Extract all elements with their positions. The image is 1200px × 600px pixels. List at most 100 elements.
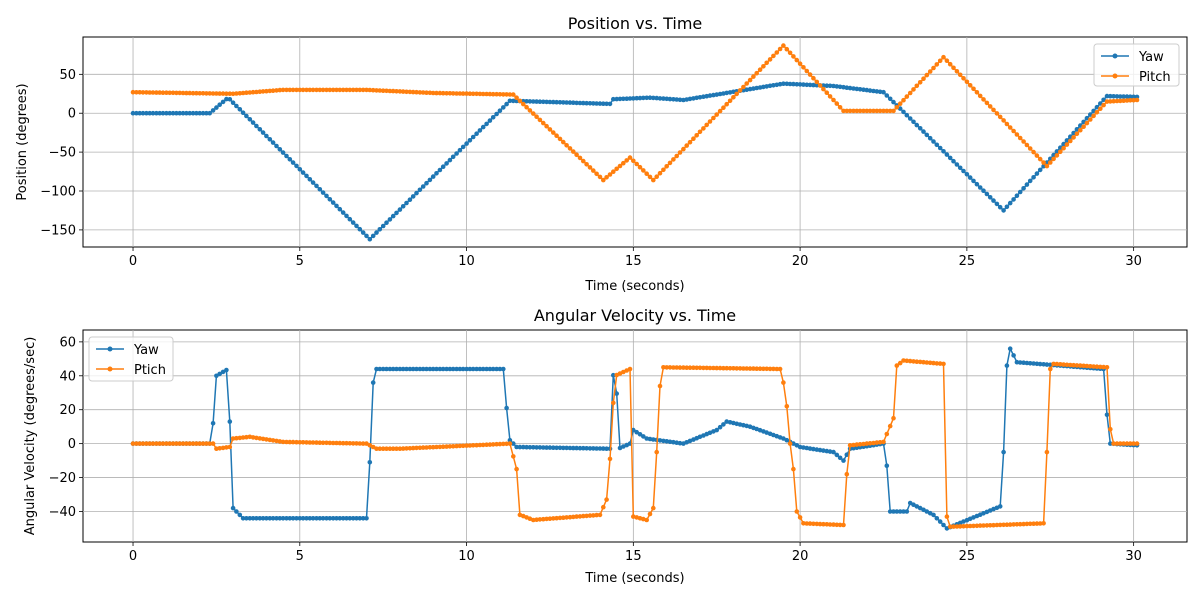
velocity-ptich-point xyxy=(584,513,589,519)
position-yaw-point xyxy=(937,145,943,151)
position-yaw-point xyxy=(1048,156,1053,162)
velocity-ptich-point xyxy=(681,365,686,370)
position-yaw-point xyxy=(601,101,606,106)
position-pitch-point xyxy=(901,97,906,103)
position-pitch-point xyxy=(1078,127,1083,133)
position-yaw-point xyxy=(961,168,966,174)
position-pitch-point xyxy=(614,166,619,172)
position-yaw-point xyxy=(247,117,253,122)
position-pitch-point xyxy=(210,91,216,96)
velocity-ptich-point xyxy=(1068,362,1073,368)
position-yaw-point xyxy=(200,110,206,116)
position-y-axis-label: Position (degrees) xyxy=(15,83,30,200)
velocity-ptich-point xyxy=(657,383,663,389)
velocity-ptich-point xyxy=(1044,449,1050,455)
position-yaw-point xyxy=(217,102,222,107)
position-yaw-point xyxy=(787,81,793,87)
position-pitch-point xyxy=(584,162,589,167)
velocity-yaw-point xyxy=(487,366,493,372)
velocity-yaw-point xyxy=(240,516,246,521)
velocity-gridlines xyxy=(83,330,1187,542)
position-pitch-point xyxy=(804,68,810,74)
velocity-yaw-point xyxy=(547,445,553,450)
position-pitch-point xyxy=(1034,153,1040,158)
velocity-yaw-point xyxy=(937,519,943,524)
velocity-ptich-point xyxy=(504,441,509,447)
velocity-yaw-point xyxy=(557,445,563,451)
velocity-ptich-point xyxy=(734,366,739,371)
position-yaw-point xyxy=(837,84,843,90)
position-yaw-point xyxy=(454,151,459,156)
position-pitch-point xyxy=(657,170,663,176)
position-yaw-point xyxy=(677,97,683,103)
velocity-ptich-point xyxy=(501,441,506,447)
position-series-pitch xyxy=(130,43,1140,183)
position-pitch-point xyxy=(327,87,333,93)
velocity-yaw-point xyxy=(257,516,263,521)
position-yaw-point xyxy=(470,134,476,140)
position-pitch-point xyxy=(567,146,573,151)
position-pitch-point xyxy=(1007,125,1013,130)
position-legend-pitch-marker xyxy=(1112,73,1118,79)
velocity-y-tick-label: 20 xyxy=(59,403,76,418)
velocity-ptich-point xyxy=(427,445,433,450)
position-pitch-point xyxy=(1048,160,1053,165)
position-pitch-point xyxy=(1114,98,1120,104)
position-pitch-point xyxy=(144,90,149,95)
position-yaw-point xyxy=(551,99,556,105)
velocity-ptich-point xyxy=(1101,364,1106,370)
velocity-yaw-point xyxy=(914,504,920,509)
position-yaw-point xyxy=(1108,93,1113,99)
velocity-ptich-point xyxy=(721,365,726,371)
velocity-ptich-point xyxy=(340,440,346,446)
position-pitch-point xyxy=(237,91,243,96)
velocity-yaw-point xyxy=(290,516,296,521)
position-yaw-point xyxy=(220,99,226,105)
velocity-ptich-point xyxy=(567,514,573,520)
position-yaw-point xyxy=(594,101,599,106)
position-y-tick-label: −100 xyxy=(40,185,76,200)
position-pitch-point xyxy=(821,86,826,92)
position-y-tick-label: −150 xyxy=(40,223,76,238)
position-pitch-point xyxy=(360,87,366,93)
velocity-yaw-point xyxy=(894,509,900,514)
velocity-y-tick-label: 60 xyxy=(59,335,76,350)
position-yaw-point xyxy=(541,99,546,105)
velocity-ptich-point xyxy=(190,441,196,446)
velocity-ptich-point xyxy=(804,521,810,526)
velocity-yaw-point xyxy=(307,516,313,521)
velocity-ptich-point xyxy=(487,442,493,447)
position-pitch-point xyxy=(844,108,850,114)
velocity-yaw-point xyxy=(424,366,429,372)
position-yaw-point xyxy=(474,131,479,136)
velocity-yaw-point xyxy=(611,372,616,378)
position-pitch-point xyxy=(601,177,606,183)
position-yaw-point xyxy=(807,82,813,88)
velocity-yaw-point xyxy=(657,438,663,443)
position-pitch-point xyxy=(1071,135,1076,140)
position-pitch-point xyxy=(310,87,316,93)
velocity-ptich-point xyxy=(717,365,723,371)
position-pitch-point xyxy=(961,76,966,81)
position-pitch-point xyxy=(577,155,583,161)
position-yaw-point xyxy=(287,157,293,162)
position-pitch-point xyxy=(400,89,406,94)
position-yaw-point xyxy=(754,85,759,91)
velocity-ptich-point xyxy=(320,440,326,446)
position-pitch-point xyxy=(410,89,416,95)
position-pitch-point xyxy=(841,108,846,114)
position-pitch-point xyxy=(877,108,883,114)
position-pitch-point xyxy=(1094,110,1100,115)
velocity-yaw-point xyxy=(264,516,269,521)
position-pitch-point xyxy=(1131,97,1136,103)
velocity-ptich-point xyxy=(280,439,286,445)
velocity-ptich-point xyxy=(674,365,679,370)
position-yaw-point xyxy=(304,173,309,179)
velocity-ptich-point xyxy=(324,440,329,446)
position-yaw-point xyxy=(881,89,886,95)
position-pitch-point xyxy=(777,46,783,52)
position-yaw-point xyxy=(274,143,279,149)
position-yaw-point xyxy=(314,183,319,189)
position-yaw-point xyxy=(967,175,973,180)
position-yaw-point xyxy=(440,164,446,169)
